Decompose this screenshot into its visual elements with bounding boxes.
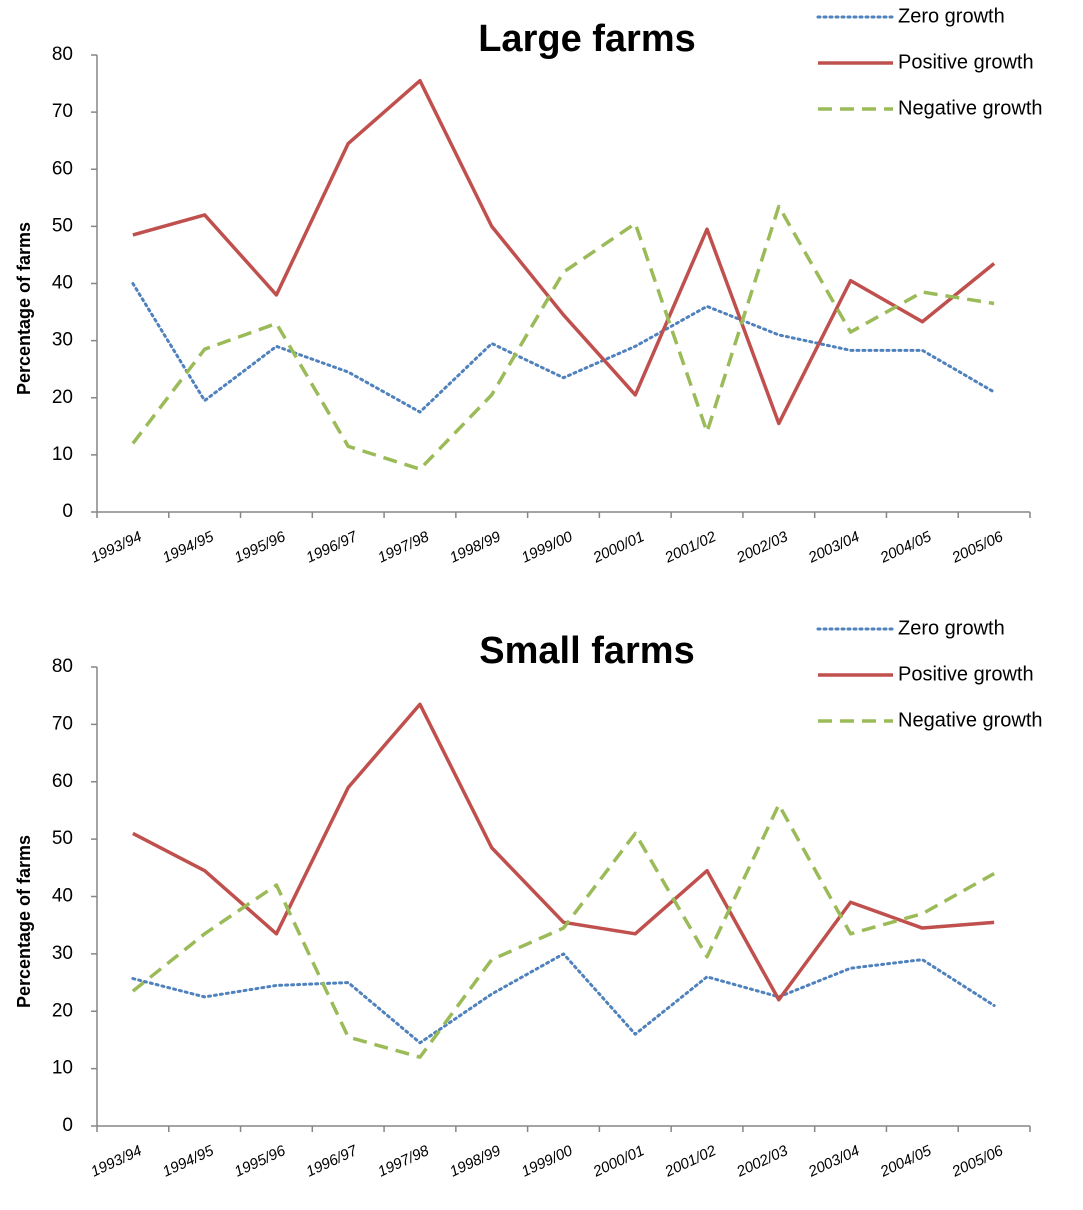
- x-tick-label: 1999/00: [519, 528, 576, 567]
- data-line: [131, 204, 995, 471]
- y-tick-label: 0: [62, 1115, 73, 1136]
- x-tick-label: 2002/03: [733, 528, 791, 567]
- y-tick-label: 70: [52, 713, 73, 734]
- y-tick-label: 80: [52, 656, 73, 677]
- x-tick-label: 1996/97: [304, 528, 361, 567]
- x-tick-label: 1995/96: [232, 528, 289, 567]
- legend-label: Negative growth: [898, 709, 1043, 731]
- data-line: [131, 802, 995, 1059]
- y-tick-label: 60: [52, 771, 73, 792]
- x-tick-label: 2003/04: [805, 528, 862, 567]
- x-tick-label: 2000/01: [590, 1142, 647, 1181]
- x-tick-label: 1999/00: [519, 1142, 576, 1181]
- x-tick-label: 1997/98: [375, 528, 432, 567]
- x-tick-label: 1993/94: [88, 1142, 144, 1180]
- chart-title: Small farms: [479, 630, 694, 672]
- y-tick-label: 0: [62, 501, 73, 522]
- x-tick-label: 1996/97: [304, 1142, 361, 1181]
- x-tick-label: 1998/99: [447, 528, 504, 567]
- x-tick-label: 1997/98: [375, 1142, 432, 1181]
- data-line: [132, 702, 995, 1002]
- y-tick-label: 40: [52, 886, 73, 907]
- x-tick-label: 2000/01: [590, 528, 647, 567]
- legend-label: Positive growth: [898, 51, 1034, 73]
- x-tick-label: 2001/02: [661, 1142, 719, 1181]
- data-line: [131, 282, 996, 414]
- y-tick-label: 70: [52, 101, 73, 122]
- data-line: [131, 952, 996, 1045]
- x-tick-label: 2004/05: [877, 1142, 935, 1181]
- legend-label: Zero growth: [898, 5, 1005, 27]
- y-tick-label: 60: [52, 158, 73, 179]
- y-tick-label: 30: [52, 943, 73, 964]
- x-tick-label: 2005/06: [949, 528, 1007, 567]
- x-tick-label: 1995/96: [232, 1142, 289, 1181]
- legend-label: Zero growth: [898, 617, 1005, 639]
- x-tick-label: 1998/99: [447, 1142, 504, 1181]
- y-tick-label: 20: [52, 1000, 73, 1021]
- data-line: [132, 78, 996, 426]
- y-tick-label: 10: [52, 1058, 73, 1079]
- y-tick-label: 10: [52, 444, 73, 465]
- y-tick-label: 50: [52, 215, 73, 236]
- chart-title: Large farms: [478, 18, 696, 60]
- x-tick-label: 2002/03: [733, 1142, 791, 1181]
- x-tick-label: 2003/04: [805, 1142, 862, 1181]
- y-axis-label: Percentage of farms: [14, 835, 34, 1008]
- y-tick-label: 40: [52, 273, 73, 294]
- y-tick-label: 20: [52, 387, 73, 408]
- x-tick-label: 2005/06: [949, 1142, 1007, 1181]
- x-tick-label: 2004/05: [877, 528, 935, 567]
- legend-label: Negative growth: [898, 97, 1043, 119]
- x-tick-label: 1993/94: [88, 528, 144, 566]
- y-axis-label: Percentage of farms: [14, 222, 34, 395]
- legend-label: Positive growth: [898, 663, 1034, 685]
- x-tick-label: 1994/95: [160, 1142, 217, 1181]
- y-tick-label: 80: [52, 44, 73, 65]
- x-tick-label: 2001/02: [661, 528, 719, 567]
- x-tick-label: 1994/95: [160, 528, 217, 567]
- y-tick-label: 50: [52, 828, 73, 849]
- y-tick-label: 30: [52, 330, 73, 351]
